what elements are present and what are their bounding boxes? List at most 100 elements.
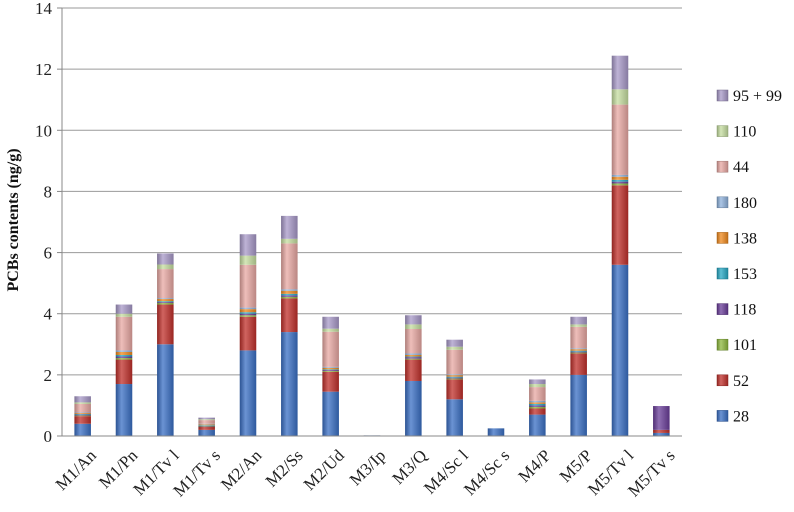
bar-segment-180 xyxy=(157,298,174,300)
bar-segment-44 xyxy=(115,316,133,351)
bar-segment-118 xyxy=(529,405,546,407)
bar-segment-138 xyxy=(611,176,629,180)
x-tick-label: M5/Tv s xyxy=(624,446,679,501)
legend-label: 153 xyxy=(733,266,757,283)
bar-segment-52 xyxy=(405,359,422,381)
y-tick-label: 8 xyxy=(44,182,53,201)
bar-segment-95plus99 xyxy=(157,253,174,265)
bar-segment-180 xyxy=(322,366,339,368)
bar-segment-118 xyxy=(405,357,422,359)
bar-segment-28 xyxy=(446,399,463,436)
legend-swatch xyxy=(716,125,729,137)
x-tick-label: M1/An xyxy=(52,446,101,495)
bar-segment-95plus99 xyxy=(446,339,463,347)
bar-segment-28 xyxy=(74,423,91,436)
bar-segment-101 xyxy=(529,406,546,409)
bar-segment-28 xyxy=(281,332,298,436)
bar-segment-110 xyxy=(239,255,257,265)
x-tick-label: M3/Ip xyxy=(346,446,389,489)
bar-segment-138 xyxy=(239,309,257,313)
bar-segment-28 xyxy=(487,428,505,436)
bar-segment-118 xyxy=(157,302,174,304)
legend-label: 138 xyxy=(733,230,757,247)
bar-segment-101 xyxy=(198,426,215,428)
bar-segment-52 xyxy=(115,359,133,385)
bar-segment-118 xyxy=(281,295,298,297)
bar-segment-44 xyxy=(322,331,339,367)
bar-segment-118 xyxy=(446,377,463,379)
legend: 95 + 99 110 44 180 138 153 118 101 52 28 xyxy=(716,88,782,425)
bar-segment-138 xyxy=(322,367,339,370)
bar-segment-101 xyxy=(74,415,91,417)
bar-segment-180 xyxy=(446,374,463,376)
bar-segment-118 xyxy=(74,414,91,416)
bar-segment-110 xyxy=(281,238,298,244)
bar-segment-95plus99 xyxy=(115,304,133,314)
bar-segment-180 xyxy=(570,348,587,350)
bar-segment-138 xyxy=(115,351,133,355)
bar-segment-118 xyxy=(198,425,215,427)
bar-segment-118 xyxy=(322,369,339,371)
bar-segment-95plus99 xyxy=(611,55,629,90)
legend-label: 52 xyxy=(733,373,749,390)
bar-segment-101 xyxy=(281,296,298,299)
bar-segment-95plus99 xyxy=(322,316,339,329)
bar-segment-153 xyxy=(529,403,546,406)
bar-segment-110 xyxy=(322,328,339,332)
y-tick-label: 6 xyxy=(44,244,53,263)
bar-segment-110 xyxy=(198,419,215,421)
legend-swatch xyxy=(716,303,729,315)
bar-segment-95plus99 xyxy=(405,315,422,325)
bar-segment-101 xyxy=(322,370,339,372)
legend-swatch xyxy=(716,267,729,280)
bar-segment-138 xyxy=(446,375,463,377)
bar-segment-153 xyxy=(611,179,629,182)
bar-segment-95plus99 xyxy=(570,316,587,325)
bar-segment-110 xyxy=(529,384,546,388)
y-tick-label: 12 xyxy=(35,60,52,79)
bar-segment-118 xyxy=(653,406,670,430)
y-axis: 0 2 4 6 8 10 12 14 xyxy=(35,0,63,446)
bar-segment-44 xyxy=(446,349,463,375)
bar-segment-153 xyxy=(115,354,133,357)
bar-segment-153 xyxy=(570,350,587,352)
bar-segment-110 xyxy=(157,264,174,270)
x-tick-label: M4/P xyxy=(514,446,554,486)
bar-segment-28 xyxy=(529,414,546,436)
bar-segment-180 xyxy=(281,289,298,291)
y-tick-label: 4 xyxy=(44,305,53,324)
bar-segment-95plus99 xyxy=(281,215,298,239)
legend-swatch xyxy=(716,338,729,351)
bar-segment-153 xyxy=(322,369,339,370)
bar-segment-101 xyxy=(115,358,133,360)
bar-segment-138 xyxy=(529,402,546,404)
y-axis-title: PCBs contents (ng/g) xyxy=(5,148,22,291)
bar-segment-28 xyxy=(198,429,215,436)
gridlines xyxy=(62,7,682,437)
bar-segment-95plus99 xyxy=(198,417,215,420)
bar-segment-95plus99 xyxy=(74,396,91,403)
bar-segment-52 xyxy=(74,416,91,424)
bar-segment-138 xyxy=(198,424,215,426)
bar-segment-138 xyxy=(405,354,422,357)
x-tick-label: M4/Sc s xyxy=(460,446,513,499)
x-tick-label: M1/Tv s xyxy=(169,446,224,501)
bar-segment-52 xyxy=(653,429,670,433)
bar-segment-153 xyxy=(74,413,91,415)
bar-segment-28 xyxy=(611,264,629,436)
bar-segment-153 xyxy=(157,301,174,303)
bar-segment-153 xyxy=(446,376,463,378)
bar-segment-52 xyxy=(529,408,546,415)
bar-segment-110 xyxy=(405,324,422,329)
bar-segment-138 xyxy=(281,290,298,294)
bar-segment-101 xyxy=(446,378,463,380)
legend-label: 95 + 99 xyxy=(733,88,782,105)
bar-segment-44 xyxy=(198,420,215,424)
x-tick-label: M2/Ud xyxy=(300,446,349,495)
bar-segment-28 xyxy=(570,374,587,436)
bar-segment-138 xyxy=(570,349,587,351)
bar-segment-180 xyxy=(115,350,133,352)
bar-segment-138 xyxy=(74,413,91,414)
bar-segment-153 xyxy=(239,312,257,314)
bar-segment-153 xyxy=(198,425,215,426)
